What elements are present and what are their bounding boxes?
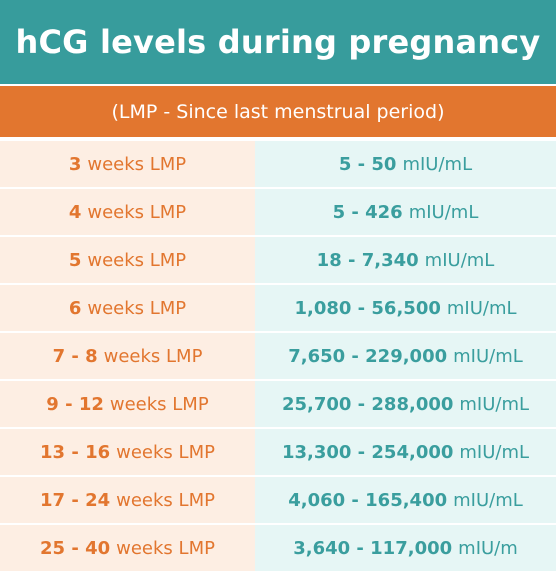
week-range: 3 [68, 153, 82, 175]
level-range: 3,640 - 117,000 [293, 537, 453, 559]
week-cell: 17 - 24 weeks LMP [0, 477, 255, 523]
level-range: 5 - 426 [332, 201, 403, 223]
level-range: 4,060 - 165,400 [288, 489, 448, 511]
week-range: 5 [68, 249, 82, 271]
level-unit: mIU/mL [424, 249, 495, 271]
hcg-table: 3 weeks LMP 5 - 50 mIU/mL 4 weeks LMP 5 - 4… [0, 141, 556, 573]
week-unit: weeks LMP [87, 297, 187, 319]
week-unit: weeks LMP [116, 537, 215, 559]
level-cell: 5 - 50 mIU/mL [255, 141, 556, 187]
week-cell: 13 - 16 weeks LMP [0, 429, 255, 475]
week-cell: 7 - 8 weeks LMP [0, 333, 255, 379]
level-range: 7,650 - 229,000 [288, 345, 448, 367]
week-range: 7 - 8 [52, 345, 98, 367]
level-unit: mIU/mL [453, 489, 523, 511]
week-range: 25 - 40 [40, 537, 111, 559]
week-range: 4 [68, 201, 82, 223]
level-cell: 1,080 - 56,500 mIU/mL [255, 285, 556, 331]
week-unit: weeks LMP [87, 249, 187, 271]
level-unit: mIU/mL [408, 201, 479, 223]
week-cell: 6 weeks LMP [0, 285, 255, 331]
level-cell: 5 - 426 mIU/mL [255, 189, 556, 235]
table-row: 3 weeks LMP 5 - 50 mIU/mL [0, 141, 556, 187]
week-cell: 5 weeks LMP [0, 237, 255, 283]
week-unit: weeks LMP [103, 345, 203, 367]
level-range: 18 - 7,340 [316, 249, 419, 271]
level-unit: mIU/mL [402, 153, 473, 175]
table-row: 17 - 24 weeks LMP 4,060 - 165,400 mIU/mL [0, 477, 556, 523]
title-bar: hCG levels during pregnancy [0, 0, 556, 84]
week-range: 13 - 16 [40, 441, 111, 463]
level-range: 13,300 - 254,000 [281, 441, 454, 463]
level-unit: mIU/m [458, 537, 518, 559]
level-cell: 7,650 - 229,000 mIU/mL [255, 333, 556, 379]
level-cell: 25,700 - 288,000 mIU/mL [255, 381, 556, 427]
week-range: 6 [68, 297, 82, 319]
week-range: 17 - 24 [40, 489, 111, 511]
level-range: 5 - 50 [338, 153, 397, 175]
level-unit: mIU/mL [453, 345, 523, 367]
table-row: 25 - 40 weeks LMP 3,640 - 117,000 mIU/m [0, 525, 556, 571]
level-range: 25,700 - 288,000 [281, 393, 454, 415]
level-unit: mIU/mL [446, 297, 517, 319]
level-unit: mIU/mL [459, 393, 530, 415]
table-row: 9 - 12 weeks LMP 25,700 - 288,000 mIU/mL [0, 381, 556, 427]
table-row: 6 weeks LMP 1,080 - 56,500 mIU/mL [0, 285, 556, 331]
week-unit: weeks LMP [116, 441, 215, 463]
table-row: 7 - 8 weeks LMP 7,650 - 229,000 mIU/mL [0, 333, 556, 379]
table-row: 13 - 16 weeks LMP 13,300 - 254,000 mIU/mL [0, 429, 556, 475]
level-range: 1,080 - 56,500 [294, 297, 441, 319]
page-subtitle: (LMP - Since last menstrual period) [111, 100, 445, 123]
level-unit: mIU/mL [459, 441, 530, 463]
week-cell: 3 weeks LMP [0, 141, 255, 187]
week-cell: 9 - 12 weeks LMP [0, 381, 255, 427]
week-cell: 25 - 40 weeks LMP [0, 525, 255, 571]
week-unit: weeks LMP [116, 489, 215, 511]
week-unit: weeks LMP [109, 393, 209, 415]
table-row: 4 weeks LMP 5 - 426 mIU/mL [0, 189, 556, 235]
week-unit: weeks LMP [87, 153, 187, 175]
level-cell: 4,060 - 165,400 mIU/mL [255, 477, 556, 523]
week-unit: weeks LMP [87, 201, 187, 223]
page-title: hCG levels during pregnancy [15, 23, 541, 61]
week-range: 9 - 12 [46, 393, 104, 415]
level-cell: 13,300 - 254,000 mIU/mL [255, 429, 556, 475]
subtitle-bar: (LMP - Since last menstrual period) [0, 86, 556, 137]
level-cell: 3,640 - 117,000 mIU/m [255, 525, 556, 571]
level-cell: 18 - 7,340 mIU/mL [255, 237, 556, 283]
week-cell: 4 weeks LMP [0, 189, 255, 235]
table-row: 5 weeks LMP 18 - 7,340 mIU/mL [0, 237, 556, 283]
